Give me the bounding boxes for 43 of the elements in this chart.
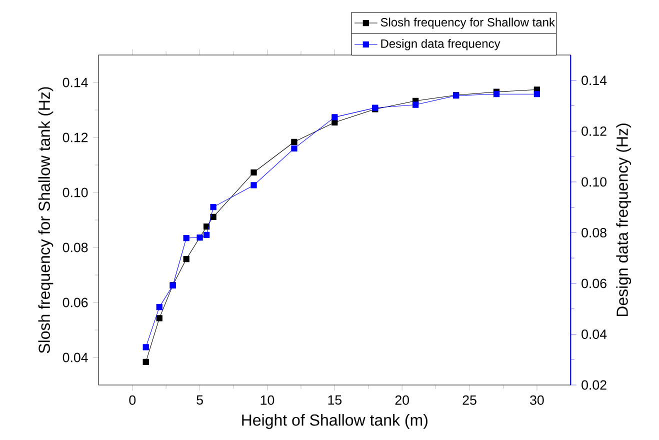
point xyxy=(142,358,149,365)
y2-tick-label: 0.14 xyxy=(582,76,607,86)
x-tick-label: 0 xyxy=(129,395,136,405)
point xyxy=(291,138,298,145)
y2-tick-label: 0.08 xyxy=(582,228,606,238)
y-tick-label: 0.04 xyxy=(62,352,88,362)
y2-tick-label: 0.10 xyxy=(582,177,607,187)
point xyxy=(142,344,149,350)
point xyxy=(291,145,298,152)
point xyxy=(203,232,210,238)
x-tick-label: 25 xyxy=(462,395,476,405)
legend-label: Slosh frequency for Shallow tank xyxy=(380,18,555,29)
x-tick-label: 5 xyxy=(196,395,203,405)
y-tick-label: 0.08 xyxy=(62,242,88,252)
y2-tick-label: 0.04 xyxy=(582,330,607,339)
point xyxy=(183,234,190,242)
y2-tick-label: 0.06 xyxy=(582,278,606,288)
y2-axis-title: Design data frequency (Hz) xyxy=(616,124,632,316)
point xyxy=(493,91,500,98)
y2-tick-label: 0.02 xyxy=(582,380,606,390)
x-tick-label: 20 xyxy=(395,395,409,405)
point xyxy=(183,256,190,262)
y2-tick-label: 0.12 xyxy=(582,126,606,136)
y-tick-label: 0.10 xyxy=(62,188,88,198)
x-tick-label: 30 xyxy=(530,395,544,405)
point xyxy=(156,304,162,310)
y-tick-label: 0.12 xyxy=(62,132,88,142)
legend-label: Design data frequency xyxy=(381,39,500,50)
point xyxy=(332,114,338,120)
point xyxy=(156,315,162,322)
y-tick-label: 0.06 xyxy=(62,298,88,308)
point xyxy=(210,214,216,220)
point xyxy=(196,234,203,241)
point xyxy=(210,204,216,210)
point xyxy=(250,182,257,188)
y-axis-title: Slosh frequency for Shallow tank (Hz) xyxy=(38,87,54,354)
point xyxy=(534,91,540,98)
x-tick-label: 10 xyxy=(260,395,274,405)
x-axis-title: Height of Shallow tank (m) xyxy=(242,414,428,429)
x-tick-label: 15 xyxy=(328,395,342,405)
point xyxy=(250,169,257,176)
point xyxy=(412,102,419,108)
y-tick-label: 0.14 xyxy=(62,78,88,88)
